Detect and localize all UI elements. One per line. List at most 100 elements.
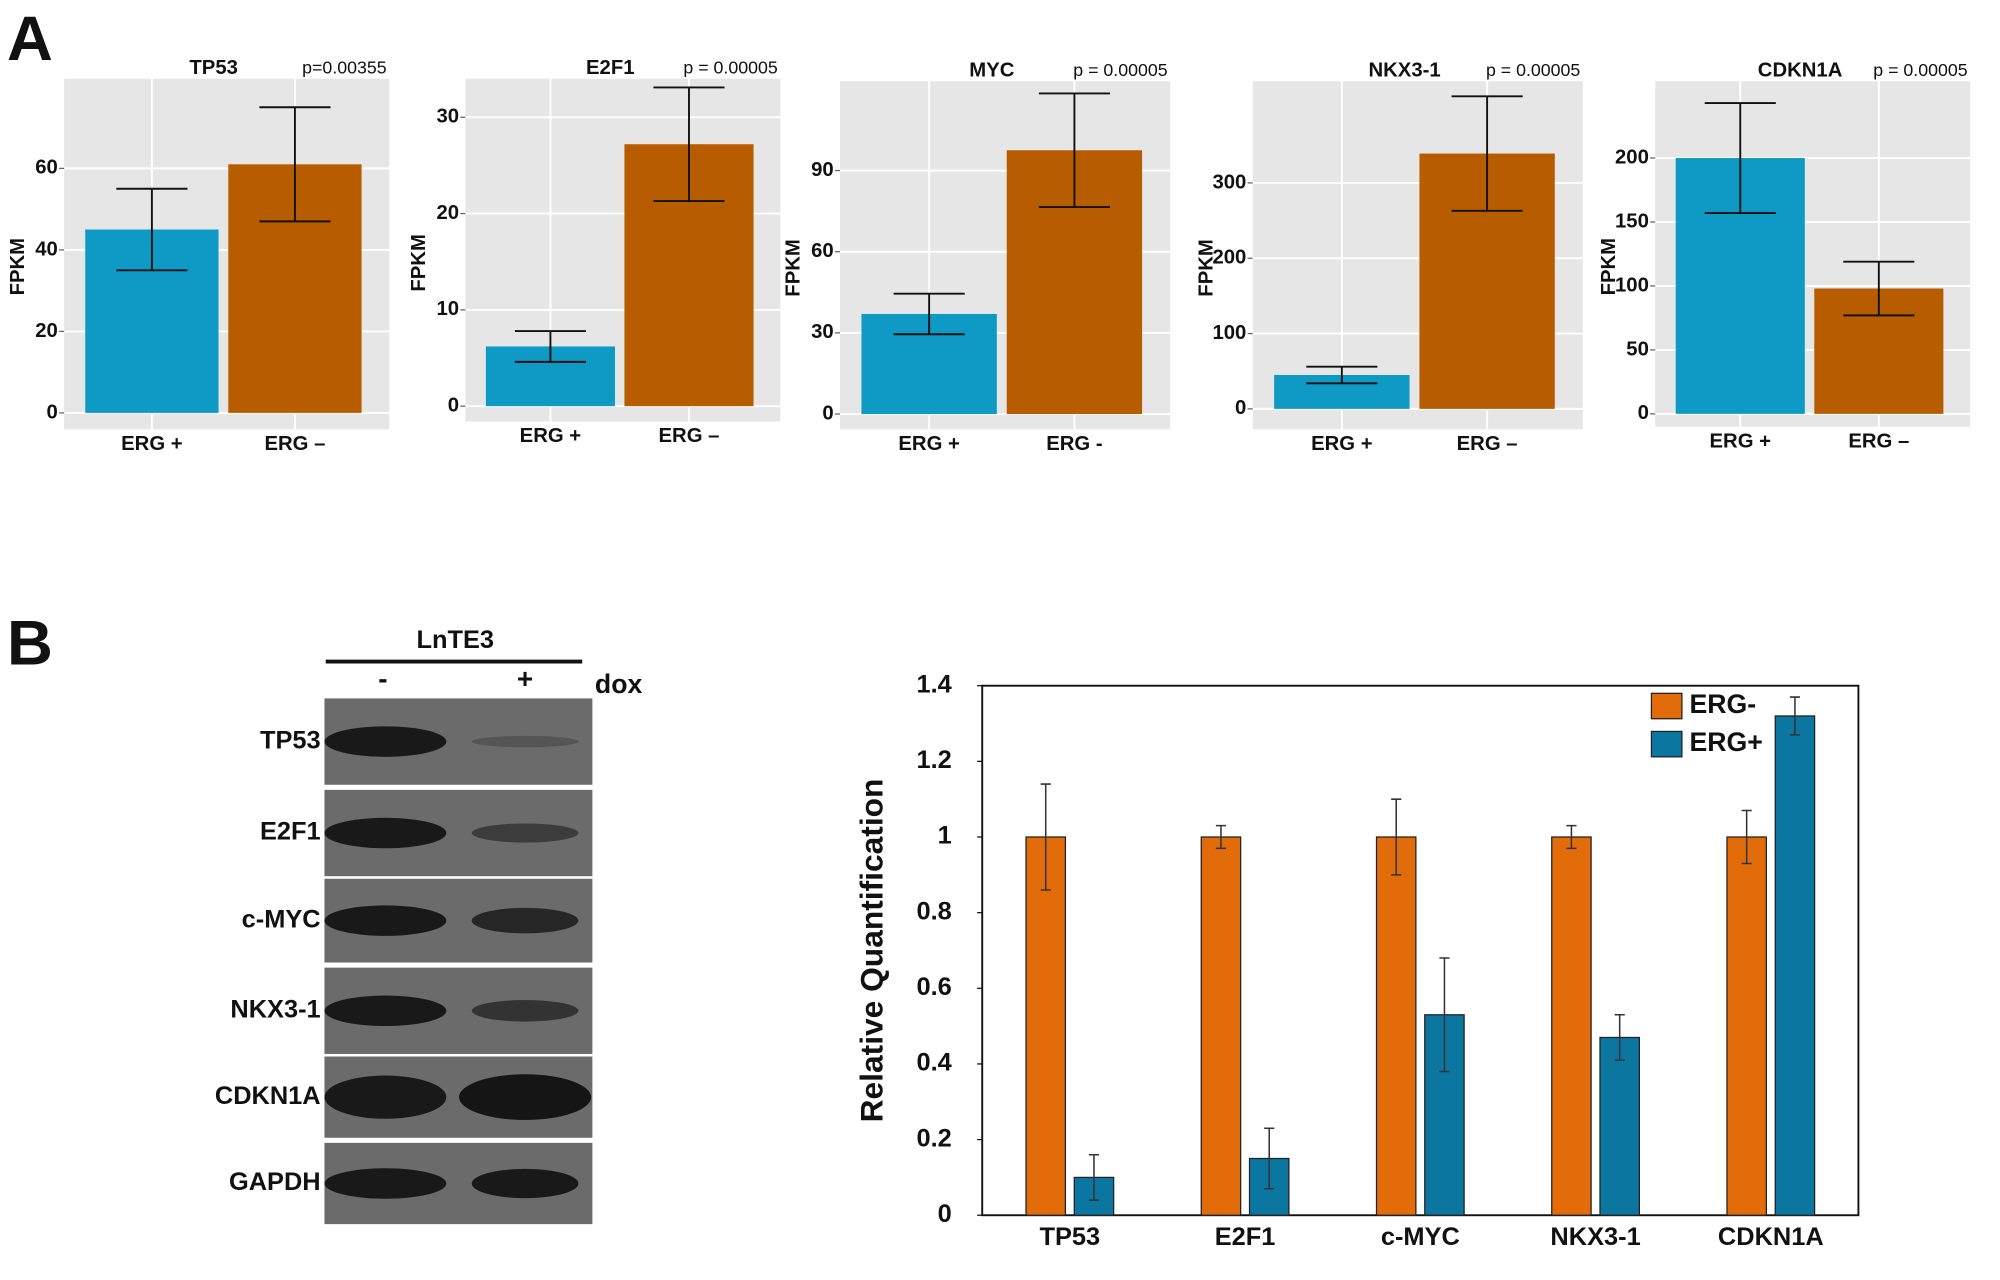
x-tick-label: ERG – [1848, 430, 1909, 452]
treatment-label: dox [595, 669, 643, 699]
error-bar [259, 106, 331, 223]
y-tick-label: 40 [35, 238, 58, 260]
panel-label: B [7, 608, 53, 678]
legend-label: ERG- [1690, 689, 1757, 719]
error-bar [514, 330, 586, 363]
y-tick-label: 0.2 [916, 1124, 951, 1152]
y-tick-label: 200 [1615, 146, 1649, 168]
y-axis-label: Relative Quantification [854, 779, 890, 1123]
blot-row-label: c-MYC [242, 905, 321, 933]
x-tick-label: ERG + [121, 433, 183, 455]
y-tick-label: 1.4 [916, 670, 951, 698]
legend-swatch [1650, 692, 1683, 720]
blot-band [324, 905, 447, 936]
error-bar [116, 187, 188, 272]
p-value: p = 0.00005 [683, 57, 777, 77]
y-axis-label: FPKM [7, 238, 29, 296]
y-tick-label: 20 [436, 202, 459, 224]
y-tick-label: 10 [436, 298, 459, 320]
y-tick-label: 300 [1212, 171, 1246, 193]
y-tick-label: 90 [811, 159, 834, 181]
blot-row-label: E2F1 [260, 818, 321, 846]
legend-label: ERG+ [1690, 727, 1763, 757]
blot-band [471, 907, 579, 934]
error-bar [1789, 696, 1800, 736]
x-tick-label: ERG – [1457, 433, 1518, 455]
x-tick-label: TP53 [1040, 1223, 1101, 1251]
y-axis-label: FPKM [1195, 239, 1217, 297]
y-tick-label: 30 [811, 321, 834, 343]
y-tick-label: 0 [1235, 397, 1246, 419]
chart-title: NKX3-1 [1368, 59, 1440, 81]
y-axis-label: FPKM [1598, 238, 1620, 296]
y-tick-label: 0 [938, 1200, 952, 1228]
panel-label: A [7, 4, 53, 74]
blot-band [471, 735, 579, 748]
y-tick-label: 0 [448, 395, 459, 417]
y-tick-label: 60 [35, 157, 58, 179]
error-bar [1264, 1127, 1275, 1190]
error-bar [1704, 102, 1776, 214]
error-bar [1088, 1153, 1100, 1201]
y-tick-label: 100 [1615, 274, 1649, 296]
p-value: p = 0.00005 [1073, 60, 1167, 80]
y-tick-label: 20 [35, 320, 58, 342]
x-tick-label: E2F1 [1215, 1223, 1276, 1251]
x-tick-label: ERG + [898, 433, 960, 455]
bar [1025, 836, 1067, 1216]
chart-title: TP53 [189, 57, 238, 79]
x-tick-label: c-MYC [1381, 1223, 1460, 1251]
blot-band [459, 1074, 592, 1120]
bar [1774, 715, 1816, 1216]
legend-swatch [1650, 730, 1683, 758]
x-tick-label: ERG – [659, 425, 720, 447]
blot-band [324, 817, 447, 849]
blot-row-label: CDKN1A [215, 1082, 321, 1110]
blot-header: LnTE3 [416, 626, 494, 654]
y-tick-label: 60 [811, 240, 834, 262]
chart-title: CDKN1A [1758, 59, 1843, 81]
p-value: p = 0.00005 [1486, 60, 1580, 80]
error-bar [1038, 92, 1110, 209]
blot-band [324, 995, 447, 1027]
chart-title: MYC [969, 59, 1014, 81]
y-tick-label: 50 [1626, 338, 1649, 360]
bar [1551, 836, 1592, 1216]
error-bar [1741, 809, 1752, 865]
chart-title: E2F1 [586, 57, 635, 79]
y-tick-label: 0 [46, 401, 57, 423]
blot-band [471, 1168, 579, 1199]
y-axis-label: FPKM [408, 234, 430, 292]
y-tick-label: 0 [822, 402, 833, 424]
x-tick-label: ERG + [1311, 433, 1373, 455]
error-bar [1451, 95, 1523, 212]
x-tick-label: ERG – [264, 433, 325, 455]
blot-band [324, 726, 447, 757]
blot-row-label: TP53 [260, 726, 321, 754]
bar [1726, 836, 1767, 1216]
error-bar [1439, 957, 1450, 1073]
x-tick-label: CDKN1A [1718, 1223, 1824, 1251]
blot-row-label: NKX3-1 [230, 995, 320, 1023]
blot-band [471, 1000, 579, 1022]
p-value: p = 0.00005 [1873, 60, 1967, 80]
y-tick-label: 0 [1638, 402, 1649, 424]
blot-band [324, 1075, 447, 1119]
x-tick-label: ERG + [520, 425, 582, 447]
x-tick-label: ERG - [1046, 433, 1102, 455]
bar [1599, 1036, 1640, 1216]
lane-label: - [378, 663, 387, 694]
lane-label: + [517, 663, 533, 694]
error-bar [1843, 260, 1915, 317]
blot-row-label: GAPDH [229, 1168, 321, 1196]
error-bar [1306, 365, 1378, 385]
y-tick-label: 0.6 [916, 973, 951, 1001]
y-tick-label: 1.2 [916, 746, 951, 774]
bar [1375, 836, 1417, 1216]
error-bar [1614, 1014, 1625, 1061]
error-bar [1566, 824, 1577, 850]
y-tick-label: 0.8 [916, 897, 951, 925]
plot-frame [981, 684, 1860, 1217]
y-tick-label: 0.4 [916, 1049, 951, 1077]
